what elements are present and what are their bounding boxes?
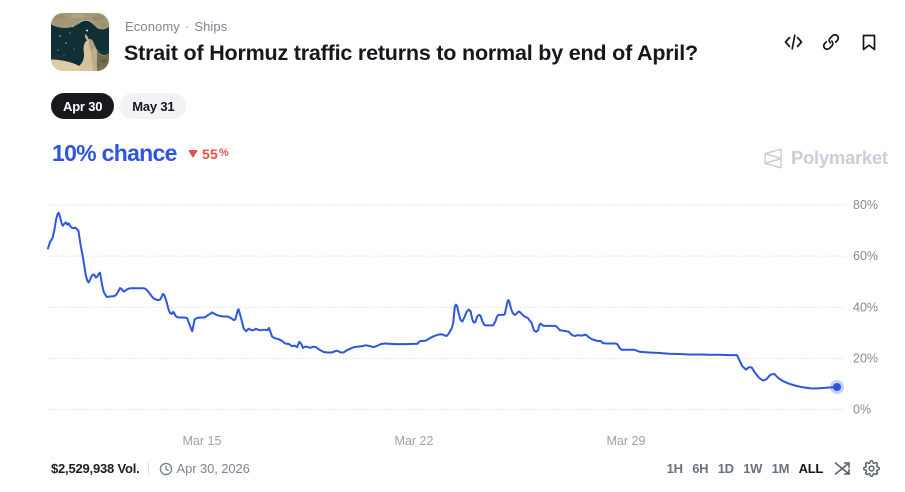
breadcrumb-category[interactable]: Economy bbox=[125, 19, 180, 34]
range-1w[interactable]: 1W bbox=[743, 461, 763, 476]
y-axis-label: 40% bbox=[853, 300, 878, 314]
tab-may-31[interactable]: May 31 bbox=[120, 93, 187, 119]
footer-market-stats: $2,529,938 Vol. Apr 30, 2026 bbox=[51, 461, 250, 476]
outcome-tabs: Apr 30 May 31 bbox=[51, 93, 187, 119]
range-1d[interactable]: 1D bbox=[717, 461, 734, 476]
range-1h[interactable]: 1H bbox=[666, 461, 683, 476]
y-axis-label: 20% bbox=[853, 351, 878, 365]
range-6h[interactable]: 6H bbox=[692, 461, 709, 476]
x-axis-label: Mar 29 bbox=[607, 434, 646, 448]
chance-change-unit: % bbox=[218, 147, 229, 159]
watermark: Polymarket bbox=[763, 147, 888, 169]
watermark-brand: Polymarket bbox=[791, 147, 888, 168]
footer-divider bbox=[147, 462, 149, 475]
chance-change-value: 55 bbox=[202, 146, 218, 162]
strait-of-hormuz-satellite-image bbox=[51, 13, 109, 71]
range-all[interactable]: ALL bbox=[798, 461, 824, 476]
bookmark-icon[interactable] bbox=[859, 32, 879, 52]
range-1m[interactable]: 1M bbox=[771, 461, 790, 476]
clock-icon bbox=[159, 462, 173, 476]
end-dot bbox=[833, 383, 841, 392]
y-axis-label: 60% bbox=[853, 249, 878, 263]
chance-value: 10% chance bbox=[52, 140, 177, 166]
x-axis-label: Mar 15 bbox=[183, 434, 222, 448]
y-axis-label: 80% bbox=[853, 198, 878, 212]
chart-controls: 1H 6H 1D 1W 1M ALL bbox=[657, 459, 880, 478]
breadcrumb: Economy · Ships bbox=[125, 19, 227, 34]
embed-code-icon[interactable] bbox=[783, 32, 803, 52]
copy-link-icon[interactable] bbox=[821, 32, 841, 52]
tab-apr-30[interactable]: Apr 30 bbox=[51, 93, 115, 119]
end-date-label: Apr 30, 2026 bbox=[176, 461, 250, 476]
price-line bbox=[47, 211, 838, 390]
breadcrumb-subcategory[interactable]: Ships bbox=[194, 19, 228, 34]
market-title[interactable]: Strait of Hormuz traffic returns to norm… bbox=[124, 41, 698, 65]
volume-label: $2,529,938 Vol. bbox=[51, 461, 140, 476]
chance-change: 55 % bbox=[188, 146, 229, 162]
x-axis-label: Mar 22 bbox=[395, 434, 434, 448]
arrow-down-icon bbox=[188, 150, 198, 158]
shuffle-icon[interactable] bbox=[834, 461, 851, 476]
polymarket-logo-icon bbox=[764, 147, 782, 169]
y-axis-label: 0% bbox=[853, 403, 871, 417]
breadcrumb-separator: · bbox=[184, 19, 190, 34]
market-thumbnail[interactable] bbox=[51, 13, 109, 71]
settings-gear-icon[interactable] bbox=[863, 460, 880, 477]
header-actions bbox=[783, 32, 879, 52]
